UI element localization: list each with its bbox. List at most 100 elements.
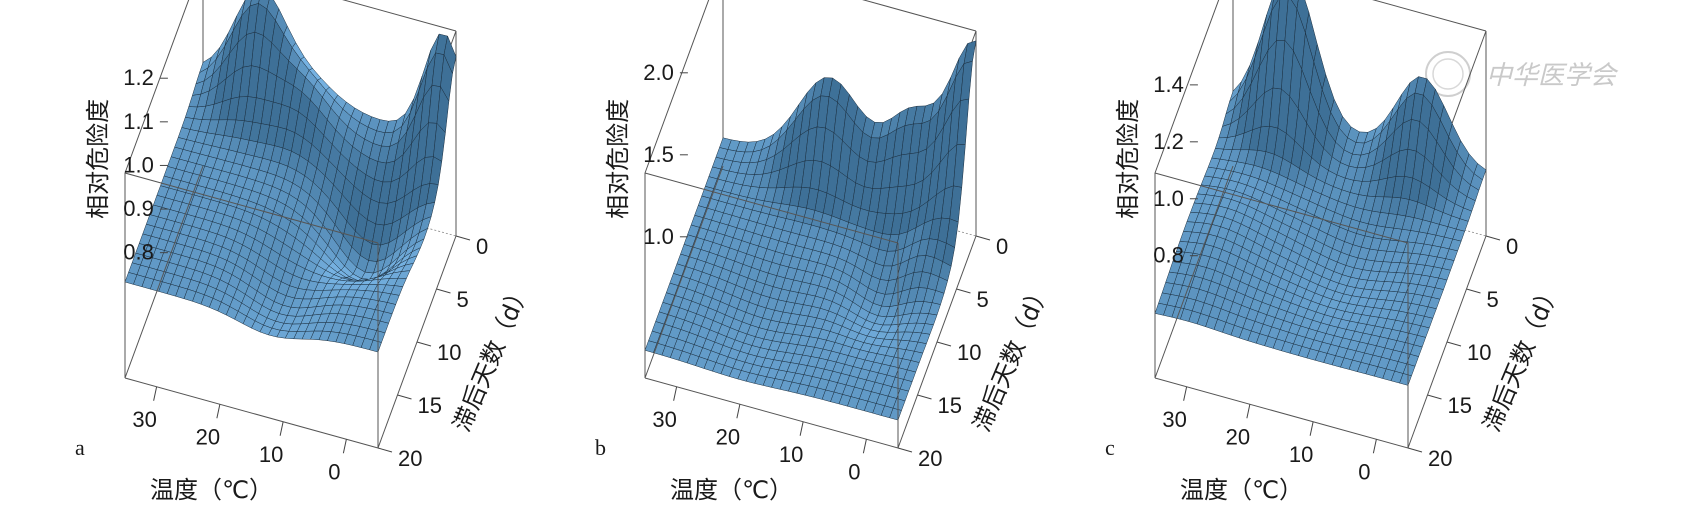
box-edge <box>1154 0 1220 174</box>
y-tick-label: 5 <box>977 287 989 312</box>
z-tick-label: 1.0 <box>1153 186 1184 211</box>
y-tick-mark <box>1427 394 1442 400</box>
box-edge <box>862 0 977 32</box>
z-tick-label: 1.2 <box>123 65 154 90</box>
x-tick-label: 10 <box>1289 442 1313 467</box>
x-tick-mark <box>799 421 804 436</box>
surface <box>1154 0 1487 386</box>
z-tick-label: 1.2 <box>1153 129 1184 154</box>
y-tick-mark <box>936 341 952 347</box>
y-tick-label: 0 <box>476 234 488 259</box>
y-tick-label: 5 <box>457 287 469 312</box>
x-tick-mark <box>862 439 867 454</box>
y-tick-label: 20 <box>1428 446 1452 471</box>
x-tick-label: 20 <box>716 424 740 449</box>
x-tick-label: 10 <box>259 442 283 467</box>
box-edge <box>342 0 457 32</box>
x-axis-label: 温度（℃） <box>150 476 273 504</box>
z-tick-label: 1.0 <box>643 224 674 249</box>
z-tick-label: 0.9 <box>123 196 154 221</box>
surface-facet <box>369 339 382 353</box>
y-tick-label: 0 <box>1506 234 1518 259</box>
x-tick-mark <box>342 439 347 454</box>
x-axis: 30 20 10 0 温度（℃） <box>652 386 867 504</box>
x-tick-label: 0 <box>848 459 860 484</box>
box-edge <box>644 172 899 244</box>
x-tick-mark <box>216 404 221 419</box>
panel-b: 1.01.52.0相对危险度3020100温度（℃）05101520滞后天数（d… <box>595 0 1056 504</box>
y-tick-label: 20 <box>398 446 422 471</box>
x-tick-label: 30 <box>652 407 676 432</box>
box-edge <box>124 0 190 174</box>
z-axis-label: 相对危险度 <box>1114 99 1142 219</box>
y-tick-mark <box>1407 447 1423 453</box>
z-tick-label: 1.4 <box>1153 72 1184 97</box>
x-tick-label: 20 <box>196 424 220 449</box>
y-tick-label: 15 <box>418 393 442 418</box>
z-tick-label: 1.1 <box>123 109 154 134</box>
y-tick-mark <box>436 288 451 294</box>
x-tick-mark <box>153 386 158 401</box>
y-tick-label: 0 <box>996 234 1008 259</box>
y-tick-mark <box>1446 341 1462 347</box>
x-axis: 30 20 10 0 温度（℃） <box>132 386 347 504</box>
watermark-logo: 中华医学会 <box>1425 51 1619 97</box>
box-edge <box>644 0 710 174</box>
box-edge <box>1154 172 1409 244</box>
x-tick-mark <box>1372 439 1377 454</box>
y-tick-mark <box>897 447 913 453</box>
box-edge <box>1154 165 1234 379</box>
y-tick-label: 5 <box>1487 287 1499 312</box>
surface <box>124 0 457 353</box>
x-axis-label: 温度（℃） <box>670 476 793 504</box>
y-tick-mark <box>1485 235 1501 241</box>
panel-label: c <box>1105 435 1115 460</box>
z-axis: 0.8 1.0 1.2 1.4 相对危险度 <box>1114 72 1198 268</box>
x-axis-label: 温度（℃） <box>1180 476 1303 504</box>
y-tick-label: 10 <box>1467 340 1491 365</box>
y-tick-mark <box>397 394 412 400</box>
x-tick-label: 20 <box>1226 424 1250 449</box>
box-edge <box>124 165 204 379</box>
y-tick-mark <box>377 447 393 453</box>
z-tick-label: 1.5 <box>643 142 674 167</box>
z-axis-label: 相对危险度 <box>604 99 632 219</box>
y-tick-label: 10 <box>957 340 981 365</box>
z-tick-label: 0.8 <box>1153 243 1184 268</box>
box-edge <box>124 377 379 449</box>
y-tick-mark <box>1466 288 1481 294</box>
z-axis-label: 相对危险度 <box>84 99 112 219</box>
box-edge <box>644 377 899 449</box>
box-edge <box>644 165 724 379</box>
y-tick-label: 15 <box>1448 393 1472 418</box>
x-tick-label: 30 <box>132 407 156 432</box>
panel-a: 0.8 0.9 1.0 1.1 1.2 相对危险度 30 20 10 0 温度（℃） 0 5 10 15 20… <box>75 0 536 504</box>
x-tick-mark <box>1309 421 1314 436</box>
z-tick-label: 1.0 <box>123 152 154 177</box>
x-tick-mark <box>1246 404 1251 419</box>
box-edge <box>124 172 379 244</box>
x-tick-mark <box>279 421 284 436</box>
y-tick-mark <box>455 235 471 241</box>
surface <box>644 40 977 421</box>
surface-facet <box>963 40 977 64</box>
x-tick-label: 0 <box>1358 459 1370 484</box>
x-tick-label: 10 <box>779 442 803 467</box>
box-edge <box>1154 377 1409 449</box>
x-tick-label: 0 <box>328 459 340 484</box>
y-tick-mark <box>917 394 932 400</box>
box-front-edges <box>124 165 457 449</box>
x-axis: 30 20 10 0 温度（℃） <box>1162 386 1377 504</box>
x-tick-mark <box>673 386 678 401</box>
z-tick-label: 0.8 <box>123 240 154 265</box>
panel-c: 0.81.01.21.4相对危险度3020100温度（℃）05101520滞后天… <box>1105 0 1566 504</box>
panel-label: b <box>595 435 606 460</box>
z-axis: 1.0 1.5 2.0 相对危险度 <box>604 60 688 249</box>
surface-facet <box>1399 373 1412 386</box>
z-axis: 0.8 0.9 1.0 1.1 1.2 相对危险度 <box>84 65 168 265</box>
watermark-text: 中华医学会 <box>1486 61 1619 91</box>
y-tick-mark <box>956 288 971 294</box>
panel-label: a <box>75 435 85 460</box>
y-tick-label: 20 <box>918 446 942 471</box>
